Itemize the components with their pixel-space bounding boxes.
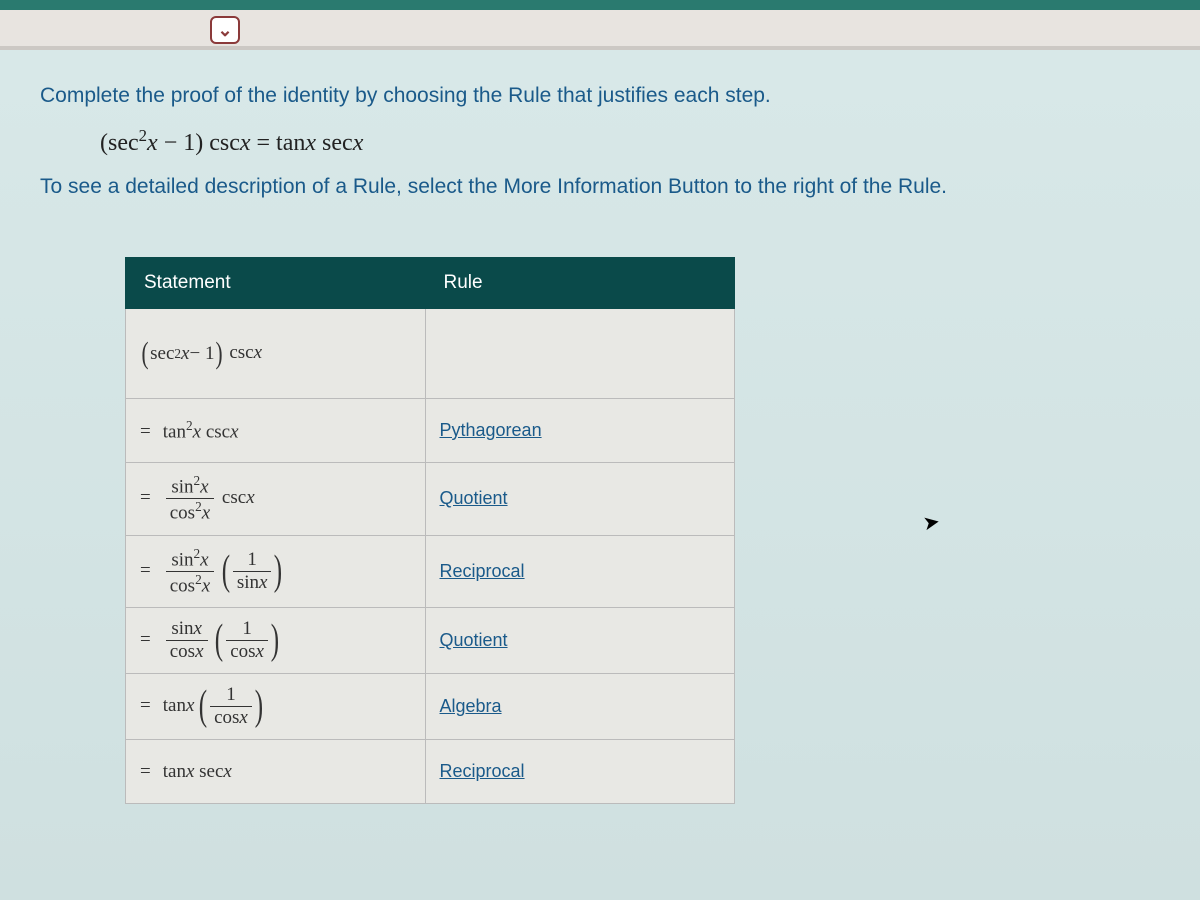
table-row: ( sec2x − 1 ) cscx	[126, 309, 735, 399]
chevron-down-icon: ⌄	[217, 20, 232, 41]
table-row: = sin2xcos2x cscx Quotient	[126, 463, 735, 536]
question-panel: Complete the proof of the identity by ch…	[0, 50, 1200, 900]
instruction-line-1: Complete the proof of the identity by ch…	[40, 80, 1160, 112]
rule-cell-1[interactable]: Pythagorean	[425, 399, 735, 463]
table-row: = tanx ( 1cosx ) Algebra	[126, 674, 735, 740]
statement-cell-6: = tanx secx	[126, 740, 426, 804]
table-row: = tanx secx Reciprocal	[126, 740, 735, 804]
rule-cell-6[interactable]: Reciprocal	[425, 740, 735, 804]
table-row: = tan2x cscx Pythagorean	[126, 399, 735, 463]
statement-cell-1: = tan2x cscx	[126, 399, 426, 463]
table-row: = sin2xcos2x ( 1sinx ) Reciprocal	[126, 535, 735, 608]
statement-cell-0: ( sec2x − 1 ) cscx	[126, 309, 426, 399]
rule-cell-0[interactable]	[425, 309, 735, 399]
top-accent-bar	[0, 0, 1200, 10]
statement-cell-3: = sin2xcos2x ( 1sinx )	[126, 535, 426, 608]
rule-cell-2[interactable]: Quotient	[425, 463, 735, 536]
rule-cell-3[interactable]: Reciprocal	[425, 535, 735, 608]
rule-cell-5[interactable]: Algebra	[425, 674, 735, 740]
header-rule: Rule	[425, 258, 735, 309]
cursor-icon: ➤	[921, 509, 942, 537]
identity-expression: (sec2x − 1) cscx = tanx secx	[100, 126, 1160, 157]
statement-cell-5: = tanx ( 1cosx )	[126, 674, 426, 740]
header-statement: Statement	[126, 258, 426, 309]
chevron-down-button[interactable]: ⌄	[210, 16, 240, 44]
proof-table: Statement Rule ( sec2x − 1 ) cscx = tan2…	[125, 257, 735, 804]
instruction-line-2: To see a detailed description of a Rule,…	[40, 171, 1160, 203]
statement-cell-4: = sinxcosx ( 1cosx )	[126, 608, 426, 674]
table-row: = sinxcosx ( 1cosx ) Quotient	[126, 608, 735, 674]
table-header-row: Statement Rule	[126, 258, 735, 309]
statement-cell-2: = sin2xcos2x cscx	[126, 463, 426, 536]
toolbar-strip: ⌄	[0, 10, 1200, 50]
rule-cell-4[interactable]: Quotient	[425, 608, 735, 674]
